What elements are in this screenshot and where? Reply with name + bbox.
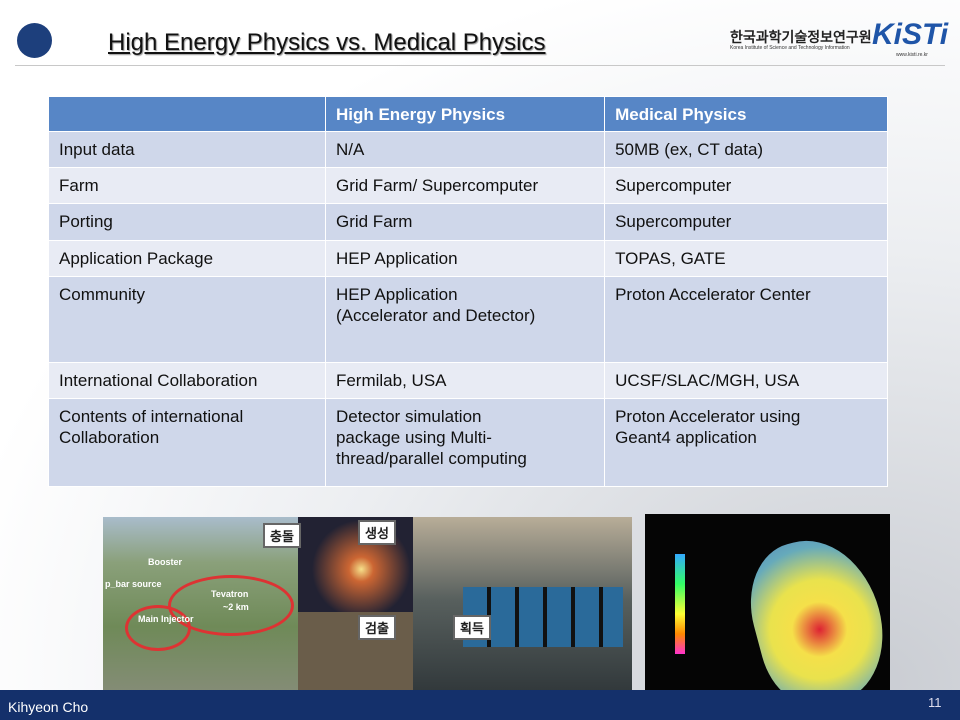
image-label: Tevatron bbox=[211, 589, 249, 599]
image-label: Booster bbox=[148, 557, 183, 567]
legend-swatches bbox=[675, 554, 685, 654]
image-label: p_bar source bbox=[105, 579, 162, 589]
table-row: Porting Grid Farm Supercomputer bbox=[48, 203, 888, 241]
table-cell: Input data bbox=[48, 131, 326, 168]
table-cell: Grid Farm/ Supercomputer bbox=[324, 167, 606, 204]
fermilab-photo: Booster p_bar source Tevatron Main Injec… bbox=[103, 517, 632, 700]
table-row: Application Package HEP Application TOPAS,… bbox=[48, 240, 888, 277]
table-cell: Farm bbox=[48, 167, 326, 204]
image-label: ~2 km bbox=[223, 602, 249, 612]
image-label: 충돌 bbox=[263, 523, 301, 548]
table-cell: Supercomputer bbox=[604, 167, 888, 204]
table-cell: UCSF/SLAC/MGH, USA bbox=[604, 362, 888, 399]
header-cell: Medical Physics bbox=[604, 96, 888, 132]
table-cell: Proton Accelerator using Geant4 applicat… bbox=[604, 398, 888, 487]
dose-map-photo bbox=[645, 514, 890, 715]
image-label: 생성 bbox=[358, 520, 396, 545]
table-row: Input data N/A 50MB (ex, CT data) bbox=[48, 131, 888, 168]
image-label: 획득 bbox=[453, 615, 491, 640]
table-cell: Fermilab, USA bbox=[324, 362, 606, 399]
table-cell: N/A bbox=[324, 131, 606, 168]
slide-title: High Energy Physics vs. Medical Physics bbox=[108, 29, 546, 56]
url: www.kisti.re.kr bbox=[896, 52, 928, 58]
bullet-circle bbox=[17, 23, 52, 58]
header-rule bbox=[15, 65, 945, 66]
table-cell: Application Package bbox=[48, 240, 326, 277]
header-cell: High Energy Physics bbox=[324, 96, 606, 132]
table-cell: Porting bbox=[48, 203, 326, 241]
table-cell: Community bbox=[48, 276, 326, 363]
org-english: Korea Institute of Science and Technolog… bbox=[730, 45, 850, 51]
table-row: Farm Grid Farm/ Supercomputer Supercompute… bbox=[48, 167, 888, 204]
table-row: Contents of international Collaboration D… bbox=[48, 398, 888, 487]
image-label: Main Injector bbox=[138, 614, 194, 624]
page-number: 11 bbox=[928, 695, 942, 710]
table-cell: Detector simulation package using Multi-… bbox=[324, 398, 606, 487]
header-cell bbox=[48, 96, 326, 132]
table-cell: 50MB (ex, CT data) bbox=[604, 131, 888, 168]
footer-author: Kihyeon Cho bbox=[8, 699, 89, 715]
image-label: 검출 bbox=[358, 615, 396, 640]
org-korean: 한국과학기술정보연구원 bbox=[730, 29, 872, 45]
table-cell: HEP Application bbox=[324, 240, 606, 277]
table-cell: International Collaboration bbox=[48, 362, 326, 399]
footer-bar bbox=[0, 690, 960, 720]
table-cell: Grid Farm bbox=[324, 203, 606, 241]
table-cell: Supercomputer bbox=[604, 203, 888, 241]
comparison-table: High Energy Physics Medical Physics Input … bbox=[48, 96, 888, 487]
table-cell: HEP Application (Accelerator and Detecto… bbox=[324, 276, 606, 363]
table-row: Community HEP Application (Accelerator an… bbox=[48, 276, 888, 363]
table-cell: Proton Accelerator Center bbox=[604, 276, 888, 363]
table-cell: TOPAS, GATE bbox=[604, 240, 888, 277]
table-row: International Collaboration Fermilab, USA… bbox=[48, 362, 888, 399]
ring-small bbox=[125, 605, 191, 651]
dose-shape bbox=[735, 525, 890, 715]
header-row: High Energy Physics Medical Physics bbox=[48, 96, 888, 132]
table-cell: Contents of international Collaboration bbox=[48, 398, 326, 487]
logo: KiSTi bbox=[872, 18, 949, 51]
